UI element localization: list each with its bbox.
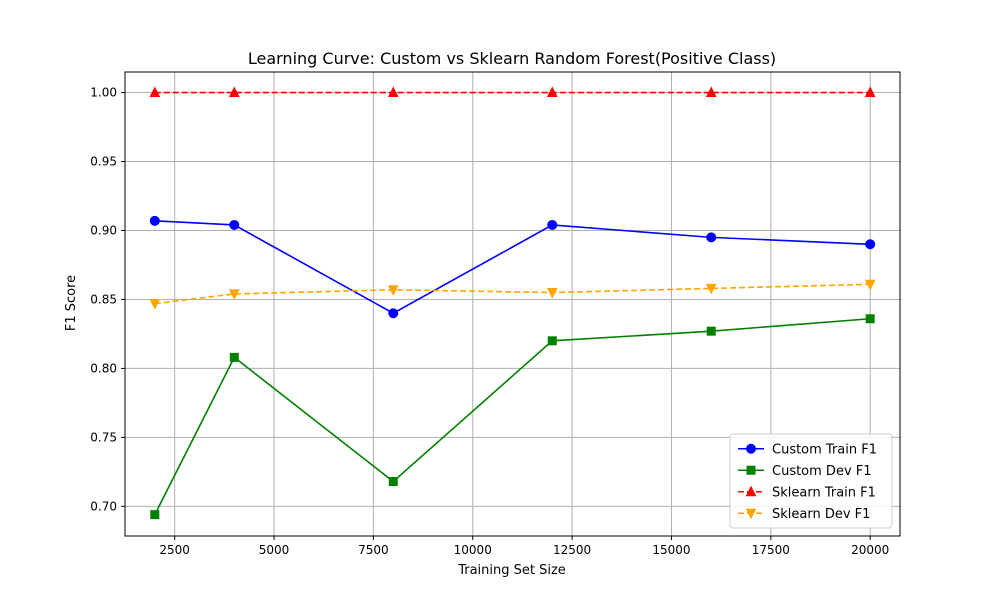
data-point-sklearn-train-f1 <box>149 86 161 98</box>
data-point-custom-dev-f1 <box>229 352 239 362</box>
data-point-sklearn-train-f1 <box>546 86 558 98</box>
data-point-custom-train-f1 <box>388 308 399 319</box>
data-point-custom-dev-f1 <box>706 326 716 336</box>
legend: Custom Train F1 Custom Dev F1 Sklearn Trai… <box>729 433 893 529</box>
data-point-custom-train-f1 <box>149 215 160 226</box>
plot-area-frame <box>124 71 901 537</box>
x-tick-label: 15000 <box>652 543 690 557</box>
data-point-sklearn-dev-f1 <box>705 283 717 295</box>
data-point-sklearn-dev-f1 <box>149 299 161 310</box>
legend-entry-sklearn-dev-f1: Sklearn Dev F1 <box>738 507 870 522</box>
y-tick-label: 0.90 <box>90 223 117 237</box>
legend-marker <box>746 443 756 454</box>
series-line-sklearn-dev-f1 <box>154 283 871 305</box>
data-point-custom-train-f1 <box>229 219 240 230</box>
data-point-custom-train-f1 <box>547 219 558 230</box>
y-tick-label: 0.70 <box>90 499 117 513</box>
legend-marker <box>746 465 756 475</box>
legend-entry-custom-train-f1: Custom Train F1 <box>738 442 877 457</box>
data-point-custom-dev-f1 <box>150 510 160 520</box>
data-point-custom-dev-f1 <box>547 336 557 346</box>
data-point-sklearn-train-f1 <box>228 86 240 98</box>
series-sklearn-dev-f1 <box>149 279 876 310</box>
data-point-sklearn-dev-f1 <box>864 279 876 291</box>
legend-label: Sklearn Train F1 <box>772 485 876 500</box>
legend-entry-custom-dev-f1: Custom Dev F1 <box>738 464 872 479</box>
series-line-custom-train-f1 <box>154 220 871 315</box>
series-custom-dev-f1 <box>150 314 875 520</box>
x-tick-label: 17500 <box>752 543 790 557</box>
legend-entry-sklearn-train-f1: Sklearn Train F1 <box>738 485 876 500</box>
series-line-custom-dev-f1 <box>154 317 871 515</box>
legend-box <box>729 433 893 529</box>
data-point-sklearn-train-f1 <box>387 86 399 98</box>
data-point-custom-dev-f1 <box>388 477 398 487</box>
x-axis-label: Training Set Size <box>457 563 566 578</box>
series-lines <box>149 86 876 520</box>
y-tick-label: 0.75 <box>90 430 117 444</box>
x-tick-label: 20000 <box>851 543 889 557</box>
data-point-sklearn-train-f1 <box>864 86 876 98</box>
data-point-custom-train-f1 <box>865 239 876 250</box>
legend-marker <box>745 485 757 497</box>
series-sklearn-train-f1 <box>149 86 876 98</box>
y-tick-label: 0.80 <box>90 361 117 375</box>
axis-ticks: 2500 5000 7500 10000 12500 15000 17500 20000 0.7… <box>90 86 889 557</box>
y-tick-label: 1.00 <box>90 86 117 100</box>
x-tick-label: 2500 <box>159 543 190 557</box>
legend-label: Custom Train F1 <box>772 442 877 457</box>
y-axis-label: F1 Score <box>64 275 79 331</box>
chart-title: Learning Curve: Custom vs Sklearn Random… <box>248 49 776 68</box>
x-tick-label: 7500 <box>358 543 389 557</box>
data-point-sklearn-dev-f1 <box>546 288 558 299</box>
y-tick-label: 0.85 <box>90 292 117 306</box>
data-point-custom-dev-f1 <box>865 314 875 324</box>
x-tick-label: 10000 <box>454 543 492 557</box>
y-tick-label: 0.95 <box>90 155 117 169</box>
legend-label: Sklearn Dev F1 <box>772 507 870 522</box>
data-point-sklearn-dev-f1 <box>228 289 240 301</box>
data-point-sklearn-dev-f1 <box>387 285 399 296</box>
series-custom-train-f1 <box>149 215 876 319</box>
legend-label: Custom Dev F1 <box>772 464 872 479</box>
x-tick-label: 12500 <box>553 543 591 557</box>
legend-marker <box>745 508 757 520</box>
x-tick-label: 5000 <box>259 543 290 557</box>
data-point-sklearn-train-f1 <box>705 86 717 98</box>
data-point-custom-train-f1 <box>706 232 717 243</box>
